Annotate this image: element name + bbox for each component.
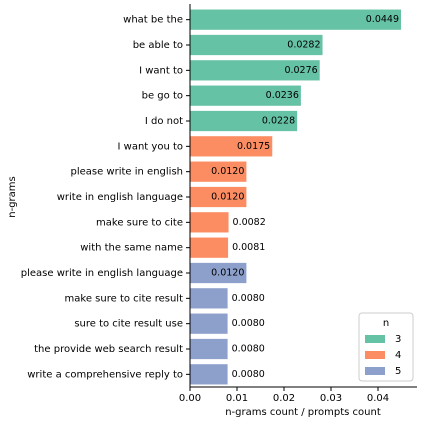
bar bbox=[190, 313, 228, 334]
value-label: 0.0276 bbox=[284, 65, 317, 76]
value-label: 0.0080 bbox=[232, 369, 265, 380]
x-tick-label: 0.03 bbox=[320, 393, 342, 404]
bar bbox=[190, 338, 228, 360]
x-tick-label: 0.02 bbox=[273, 393, 295, 404]
bar bbox=[190, 161, 247, 182]
bar bbox=[190, 136, 273, 157]
bar bbox=[190, 237, 229, 258]
y-tick-label: be able to bbox=[133, 40, 183, 51]
y-tick-label: I want to bbox=[139, 65, 183, 76]
y-tick-label: sure to cite result use bbox=[74, 319, 183, 330]
x-tick-label: 0.04 bbox=[367, 393, 389, 404]
value-label: 0.0120 bbox=[211, 166, 244, 177]
y-tick-label: I want you to bbox=[118, 141, 183, 152]
y-tick-label: make sure to cite result bbox=[65, 293, 184, 304]
y-tick-label: make sure to cite bbox=[96, 217, 183, 228]
value-label: 0.0236 bbox=[266, 90, 299, 101]
legend-label: 4 bbox=[395, 350, 401, 361]
value-label: 0.0449 bbox=[366, 14, 399, 25]
legend-swatch bbox=[365, 335, 385, 343]
bar bbox=[190, 85, 301, 106]
value-label: 0.0228 bbox=[262, 116, 295, 127]
value-label: 0.0081 bbox=[232, 242, 265, 253]
x-tick-label: 0.01 bbox=[226, 393, 248, 404]
bar bbox=[190, 262, 247, 284]
legend-label: 3 bbox=[395, 334, 401, 345]
y-tick-label: I do not bbox=[145, 116, 183, 127]
bar bbox=[190, 212, 229, 233]
legend-label: 5 bbox=[395, 366, 401, 377]
value-label: 0.0082 bbox=[233, 217, 266, 228]
y-tick-label: write a comprehensive reply to bbox=[27, 369, 183, 380]
value-label: 0.0175 bbox=[237, 141, 270, 152]
legend-swatch bbox=[365, 367, 385, 375]
y-tick-label: please write in english bbox=[70, 167, 183, 178]
y-tick-label: be go to bbox=[142, 91, 183, 102]
bar bbox=[190, 364, 228, 385]
y-tick-label: please write in english language bbox=[21, 268, 183, 279]
y-axis-label: n-grams bbox=[7, 176, 18, 217]
legend-swatch bbox=[365, 351, 385, 359]
value-label: 0.0120 bbox=[211, 192, 244, 203]
legend-box bbox=[358, 312, 414, 382]
bar bbox=[190, 186, 247, 208]
value-label: 0.0080 bbox=[232, 293, 265, 304]
value-label: 0.0080 bbox=[232, 344, 265, 355]
value-label: 0.0080 bbox=[232, 318, 265, 329]
bar bbox=[190, 110, 298, 132]
value-label: 0.0282 bbox=[287, 40, 320, 51]
y-tick-label: the provide web search result bbox=[34, 344, 183, 355]
bar bbox=[190, 9, 402, 30]
legend-title: n bbox=[383, 318, 389, 329]
y-tick-label: write in english language bbox=[57, 192, 183, 203]
bar bbox=[190, 288, 228, 309]
x-tick-label: 0.00 bbox=[179, 393, 201, 404]
y-tick-label: what be the bbox=[123, 15, 183, 26]
bar bbox=[190, 60, 320, 81]
value-label: 0.0120 bbox=[211, 268, 244, 279]
bar bbox=[190, 34, 323, 56]
x-axis-label: n-grams count / prompts count bbox=[225, 407, 381, 418]
y-tick-label: with the same name bbox=[80, 243, 183, 254]
